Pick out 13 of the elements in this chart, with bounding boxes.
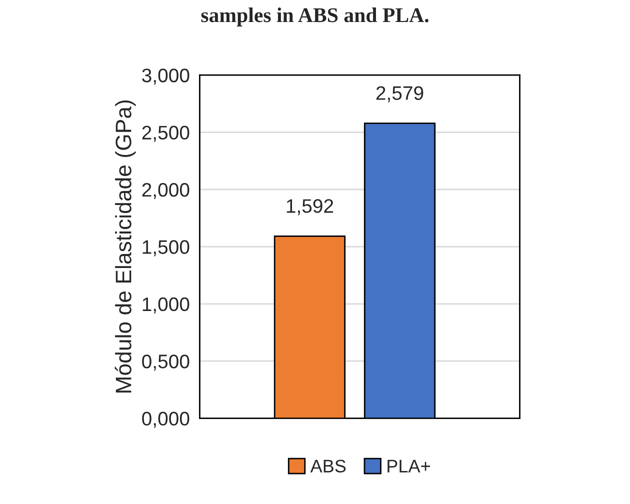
y-tick-label: 0,000	[142, 412, 190, 428]
legend-label: ABS	[310, 460, 346, 472]
y-tick-label: 1,500	[142, 240, 190, 256]
y-axis-title: Módulo de Elasticidade (GPa)	[114, 100, 136, 392]
legend-label: PLA+	[388, 460, 430, 472]
y-tick-label: 3,000	[142, 68, 190, 85]
y-tick-label: 0,500	[142, 354, 190, 371]
data-label: 1,592	[286, 199, 334, 216]
data-label: 2,579	[376, 86, 424, 102]
chart-title: samples in ABS and PLA.	[201, 8, 428, 26]
y-tick-label: 2,500	[142, 126, 190, 142]
y-tick-label: 2,000	[142, 182, 190, 200]
y-tick-label: 1,000	[142, 297, 190, 314]
